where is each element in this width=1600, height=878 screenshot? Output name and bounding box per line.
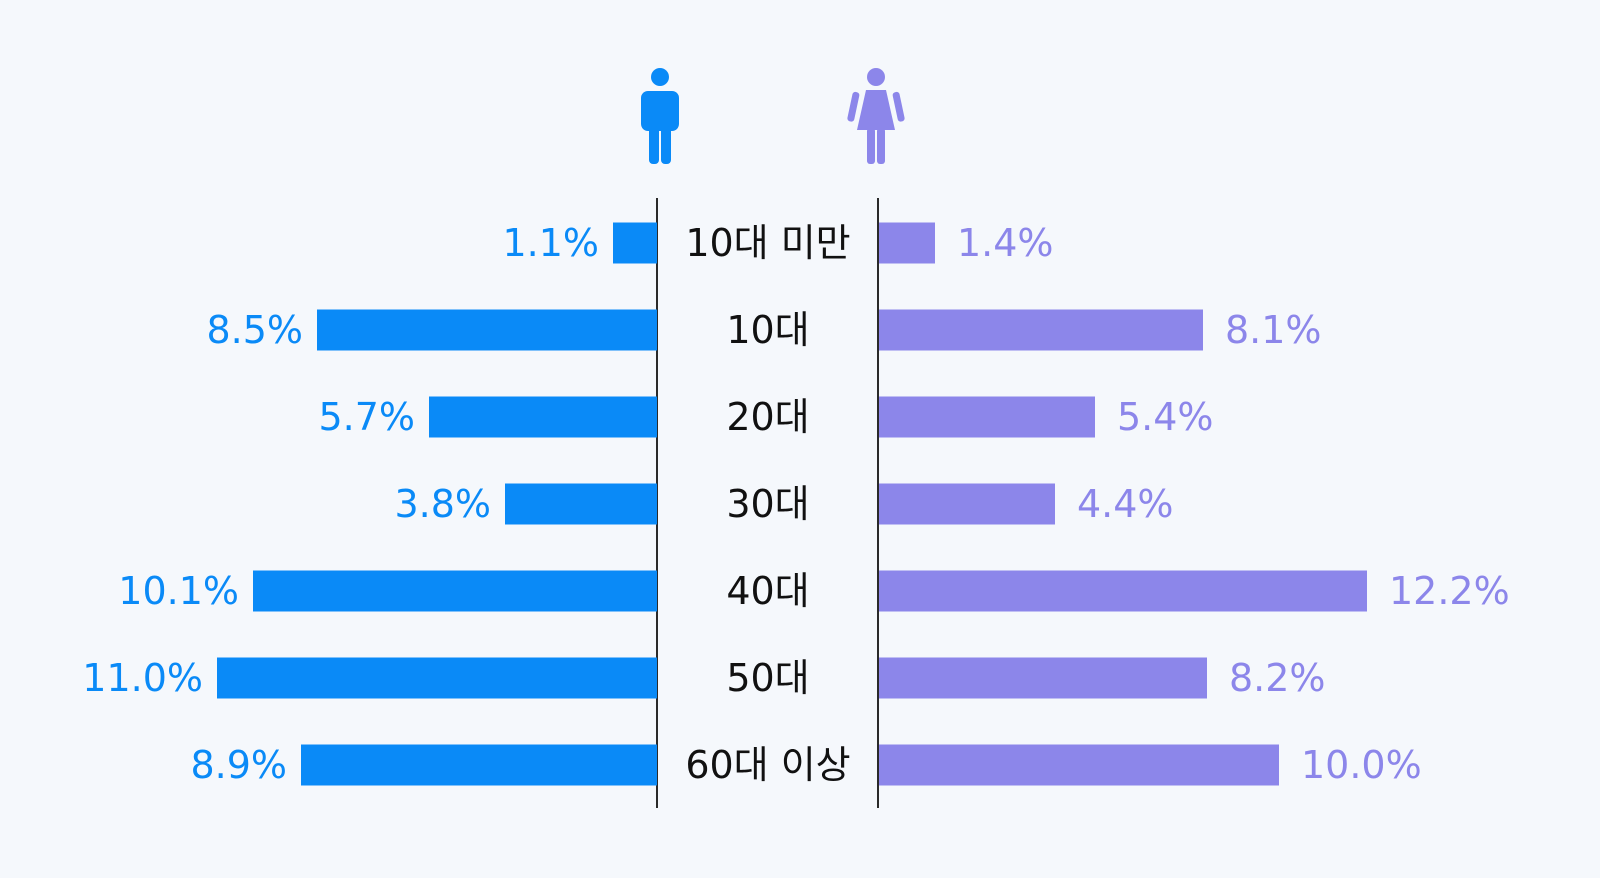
- female-value-label: 8.1%: [1225, 308, 1322, 352]
- category-label: 40대: [726, 569, 809, 613]
- female-bar: [879, 570, 1367, 612]
- female-bar: [879, 744, 1279, 786]
- male-value-label: 10.1%: [118, 569, 239, 613]
- chart-marks: 10대 미만 1.1% 1.4% 10대 8.5% 8.1% 20대 5.7% 5.4% 30대 3…: [82, 221, 1509, 787]
- female-value-label: 10.0%: [1301, 743, 1422, 787]
- female-person-icon: [847, 68, 905, 164]
- male-bar: [253, 570, 657, 612]
- female-value-label: 4.4%: [1077, 482, 1174, 526]
- male-bar: [317, 309, 657, 351]
- male-value-label: 11.0%: [82, 656, 203, 700]
- male-value-label: 3.8%: [394, 482, 491, 526]
- male-bar: [217, 657, 657, 699]
- male-value-label: 1.1%: [502, 221, 599, 265]
- female-value-label: 12.2%: [1389, 569, 1510, 613]
- male-value-label: 5.7%: [318, 395, 415, 439]
- category-label: 10대 미만: [685, 221, 850, 265]
- female-bar: [879, 396, 1095, 438]
- category-label: 50대: [726, 656, 809, 700]
- category-label: 10대: [726, 308, 809, 352]
- category-label: 60대 이상: [685, 743, 850, 787]
- female-bar: [879, 483, 1055, 525]
- female-bar: [879, 309, 1203, 351]
- female-value-label: 8.2%: [1229, 656, 1326, 700]
- male-value-label: 8.5%: [206, 308, 303, 352]
- male-bar: [301, 744, 657, 786]
- category-label: 20대: [726, 395, 809, 439]
- male-person-icon: [641, 68, 679, 164]
- category-label: 30대: [726, 482, 809, 526]
- male-bar: [429, 396, 657, 438]
- male-bar: [505, 483, 657, 525]
- female-value-label: 1.4%: [957, 221, 1054, 265]
- female-value-label: 5.4%: [1117, 395, 1214, 439]
- male-bar: [613, 222, 657, 264]
- male-value-label: 8.9%: [190, 743, 287, 787]
- female-bar: [879, 222, 935, 264]
- female-bar: [879, 657, 1207, 699]
